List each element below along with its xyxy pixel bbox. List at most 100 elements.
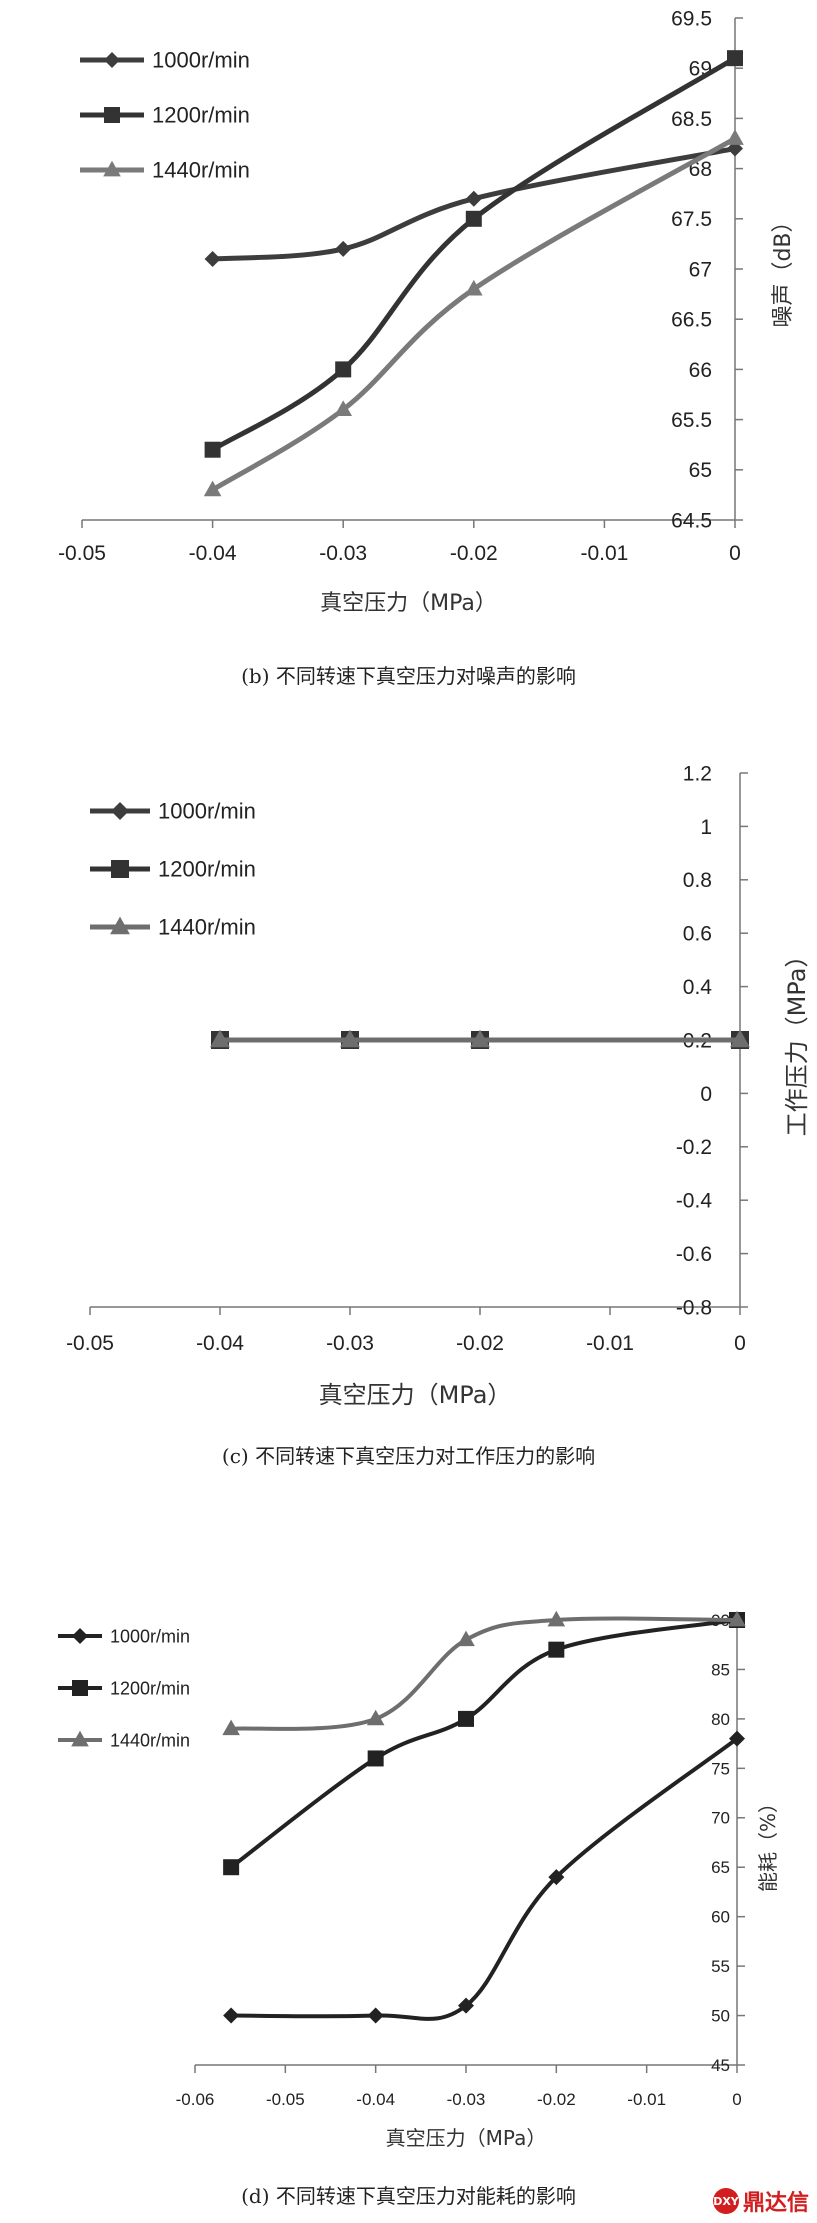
- legend-item: 1200r/min: [90, 857, 256, 882]
- data-point-diamond: [335, 240, 352, 257]
- legend-triangle-icon: [103, 160, 121, 177]
- legend-item: 1000r/min: [80, 48, 250, 73]
- x-tick-label: -0.02: [537, 2090, 576, 2109]
- series-line: [231, 1737, 739, 2021]
- y-tick-label: 67: [689, 258, 712, 281]
- x-tick-label: -0.05: [58, 542, 106, 565]
- legend-label: 1200r/min: [110, 1678, 190, 1698]
- data-point-triangle: [726, 129, 744, 145]
- chart-caption-working-pressure: (c) 不同转速下真空压力对工作压力的影响: [221, 1444, 596, 1468]
- data-point-diamond: [458, 1997, 474, 2014]
- legend-item: 1000r/min: [90, 799, 256, 824]
- y-axis-title: 噪声（dB）: [771, 210, 796, 327]
- data-point-square: [335, 361, 352, 378]
- legend-label: 1440r/min: [158, 915, 256, 940]
- data-point-triangle: [470, 1029, 490, 1048]
- y-tick-label: 1.2: [683, 762, 712, 785]
- y-tick-label: 65: [689, 459, 712, 482]
- y-tick-label: 68.5: [671, 108, 712, 131]
- chart-panel-energy: -0.06 -0.05 -0.04 -0.03 -0.02 -0.01 0 45 50 55 60 6…: [0, 1560, 817, 2223]
- data-point-square: [465, 210, 482, 227]
- x-tick-label: -0.03: [447, 2090, 486, 2109]
- series-line: [211, 56, 737, 452]
- series-line: [229, 1618, 738, 1869]
- data-point-square: [223, 1859, 240, 1876]
- watermark-text: 鼎达信: [742, 2191, 809, 2216]
- y-tick-label: 64.5: [671, 509, 712, 532]
- data-point-triangle: [457, 1630, 475, 1647]
- legend-label: 1200r/min: [152, 103, 250, 128]
- y-tick-label: 60: [711, 1908, 730, 1927]
- x-tick-label: -0.03: [326, 1332, 374, 1355]
- chart-panel-working-pressure: -0.05 -0.04 -0.03 -0.02 -0.01 0 -0.8 -0.6 -0.4 -0…: [0, 735, 817, 1470]
- data-point-diamond: [204, 250, 221, 267]
- y-tick-label: 0.6: [683, 923, 712, 946]
- legend-item: 1000r/min: [58, 1626, 190, 1646]
- data-point-triangle: [334, 400, 352, 416]
- y-tick-label: 66: [689, 359, 712, 382]
- watermark-logo-icon: DXY: [712, 2188, 739, 2214]
- x-tick-label: -0.01: [580, 542, 628, 565]
- y-tick-label: -0.6: [676, 1243, 712, 1266]
- series-1440r-min: [210, 1029, 750, 1048]
- data-point-triangle: [547, 1610, 566, 1627]
- legend-square-icon: [111, 860, 129, 878]
- series-1000r-min: [223, 1730, 745, 2024]
- chart-caption-energy: (d) 不同转速下真空压力对能耗的影响: [241, 2184, 576, 2208]
- legend-item: 1440r/min: [80, 158, 250, 183]
- data-point-square: [548, 1641, 565, 1658]
- data-point-triangle: [465, 279, 483, 296]
- series-line: [212, 146, 736, 262]
- legend-item: 1440r/min: [58, 1730, 190, 1750]
- y-tick-label: 65: [711, 1858, 730, 1877]
- legend-diamond-icon: [104, 52, 120, 68]
- data-point-triangle: [210, 1029, 230, 1048]
- y-axis-title: 能耗（%）: [756, 1793, 780, 1892]
- x-tick-label: -0.01: [627, 2090, 666, 2109]
- y-tick-label: 80: [711, 1710, 730, 1729]
- legend-triangle-icon: [71, 1730, 89, 1747]
- data-point-diamond: [223, 2007, 240, 2024]
- x-tick-label: 0: [732, 2090, 741, 2109]
- series-1000r-min: [204, 140, 743, 267]
- y-tick-label: -0.4: [676, 1190, 713, 1213]
- data-point-square: [458, 1710, 474, 1727]
- series-1200r-min: [223, 1612, 745, 1876]
- y-tick-label: 66.5: [671, 309, 712, 332]
- y-tick-label: -0.8: [676, 1296, 712, 1319]
- legend-item: 1200r/min: [80, 103, 250, 128]
- legend-label: 1440r/min: [110, 1730, 190, 1750]
- x-tick-label: -0.04: [196, 1332, 244, 1355]
- series-1440r-min: [203, 129, 744, 497]
- y-tick-label: 0: [700, 1083, 712, 1106]
- legend-diamond-icon: [72, 1628, 88, 1644]
- y-tick-label: 0.8: [683, 869, 712, 892]
- y-tick-label: 65.5: [671, 409, 712, 432]
- data-point-square: [367, 1750, 384, 1767]
- legend-label: 1000r/min: [110, 1626, 190, 1646]
- x-tick-label: -0.02: [456, 1332, 504, 1355]
- legend-label: 1200r/min: [158, 857, 256, 882]
- legend-item: 1200r/min: [58, 1678, 190, 1698]
- data-point-square: [727, 50, 743, 67]
- x-tick-label: 0: [729, 542, 741, 565]
- y-tick-label: 75: [711, 1759, 730, 1778]
- y-tick-label: 1: [700, 816, 712, 839]
- legend-diamond-icon: [111, 802, 129, 820]
- chart-panel-noise: -0.05 -0.04 -0.03 -0.02 -0.01 0 64.5 65 65.5 66 66…: [0, 0, 817, 700]
- data-point-diamond: [729, 1730, 745, 1747]
- data-point-triangle: [222, 1719, 240, 1736]
- x-axis-title: 真空压力（MPa）: [386, 2126, 547, 2150]
- y-tick-label: 69.5: [671, 7, 712, 30]
- series-line: [230, 1616, 738, 1731]
- data-point-diamond: [465, 190, 482, 207]
- chart-caption-noise: (b) 不同转速下真空压力对噪声的影响: [241, 664, 576, 688]
- x-tick-label: -0.01: [586, 1332, 634, 1355]
- series-line: [211, 136, 737, 493]
- data-point-triangle: [730, 1029, 750, 1048]
- y-tick-label: 45: [711, 2056, 730, 2075]
- legend-label: 1000r/min: [158, 799, 256, 824]
- data-point-triangle: [728, 1610, 746, 1627]
- x-tick-label: -0.02: [450, 542, 498, 565]
- working-pressure-chart: -0.05 -0.04 -0.03 -0.02 -0.01 0 -0.8 -0.6 -0.4 -0…: [66, 762, 811, 1409]
